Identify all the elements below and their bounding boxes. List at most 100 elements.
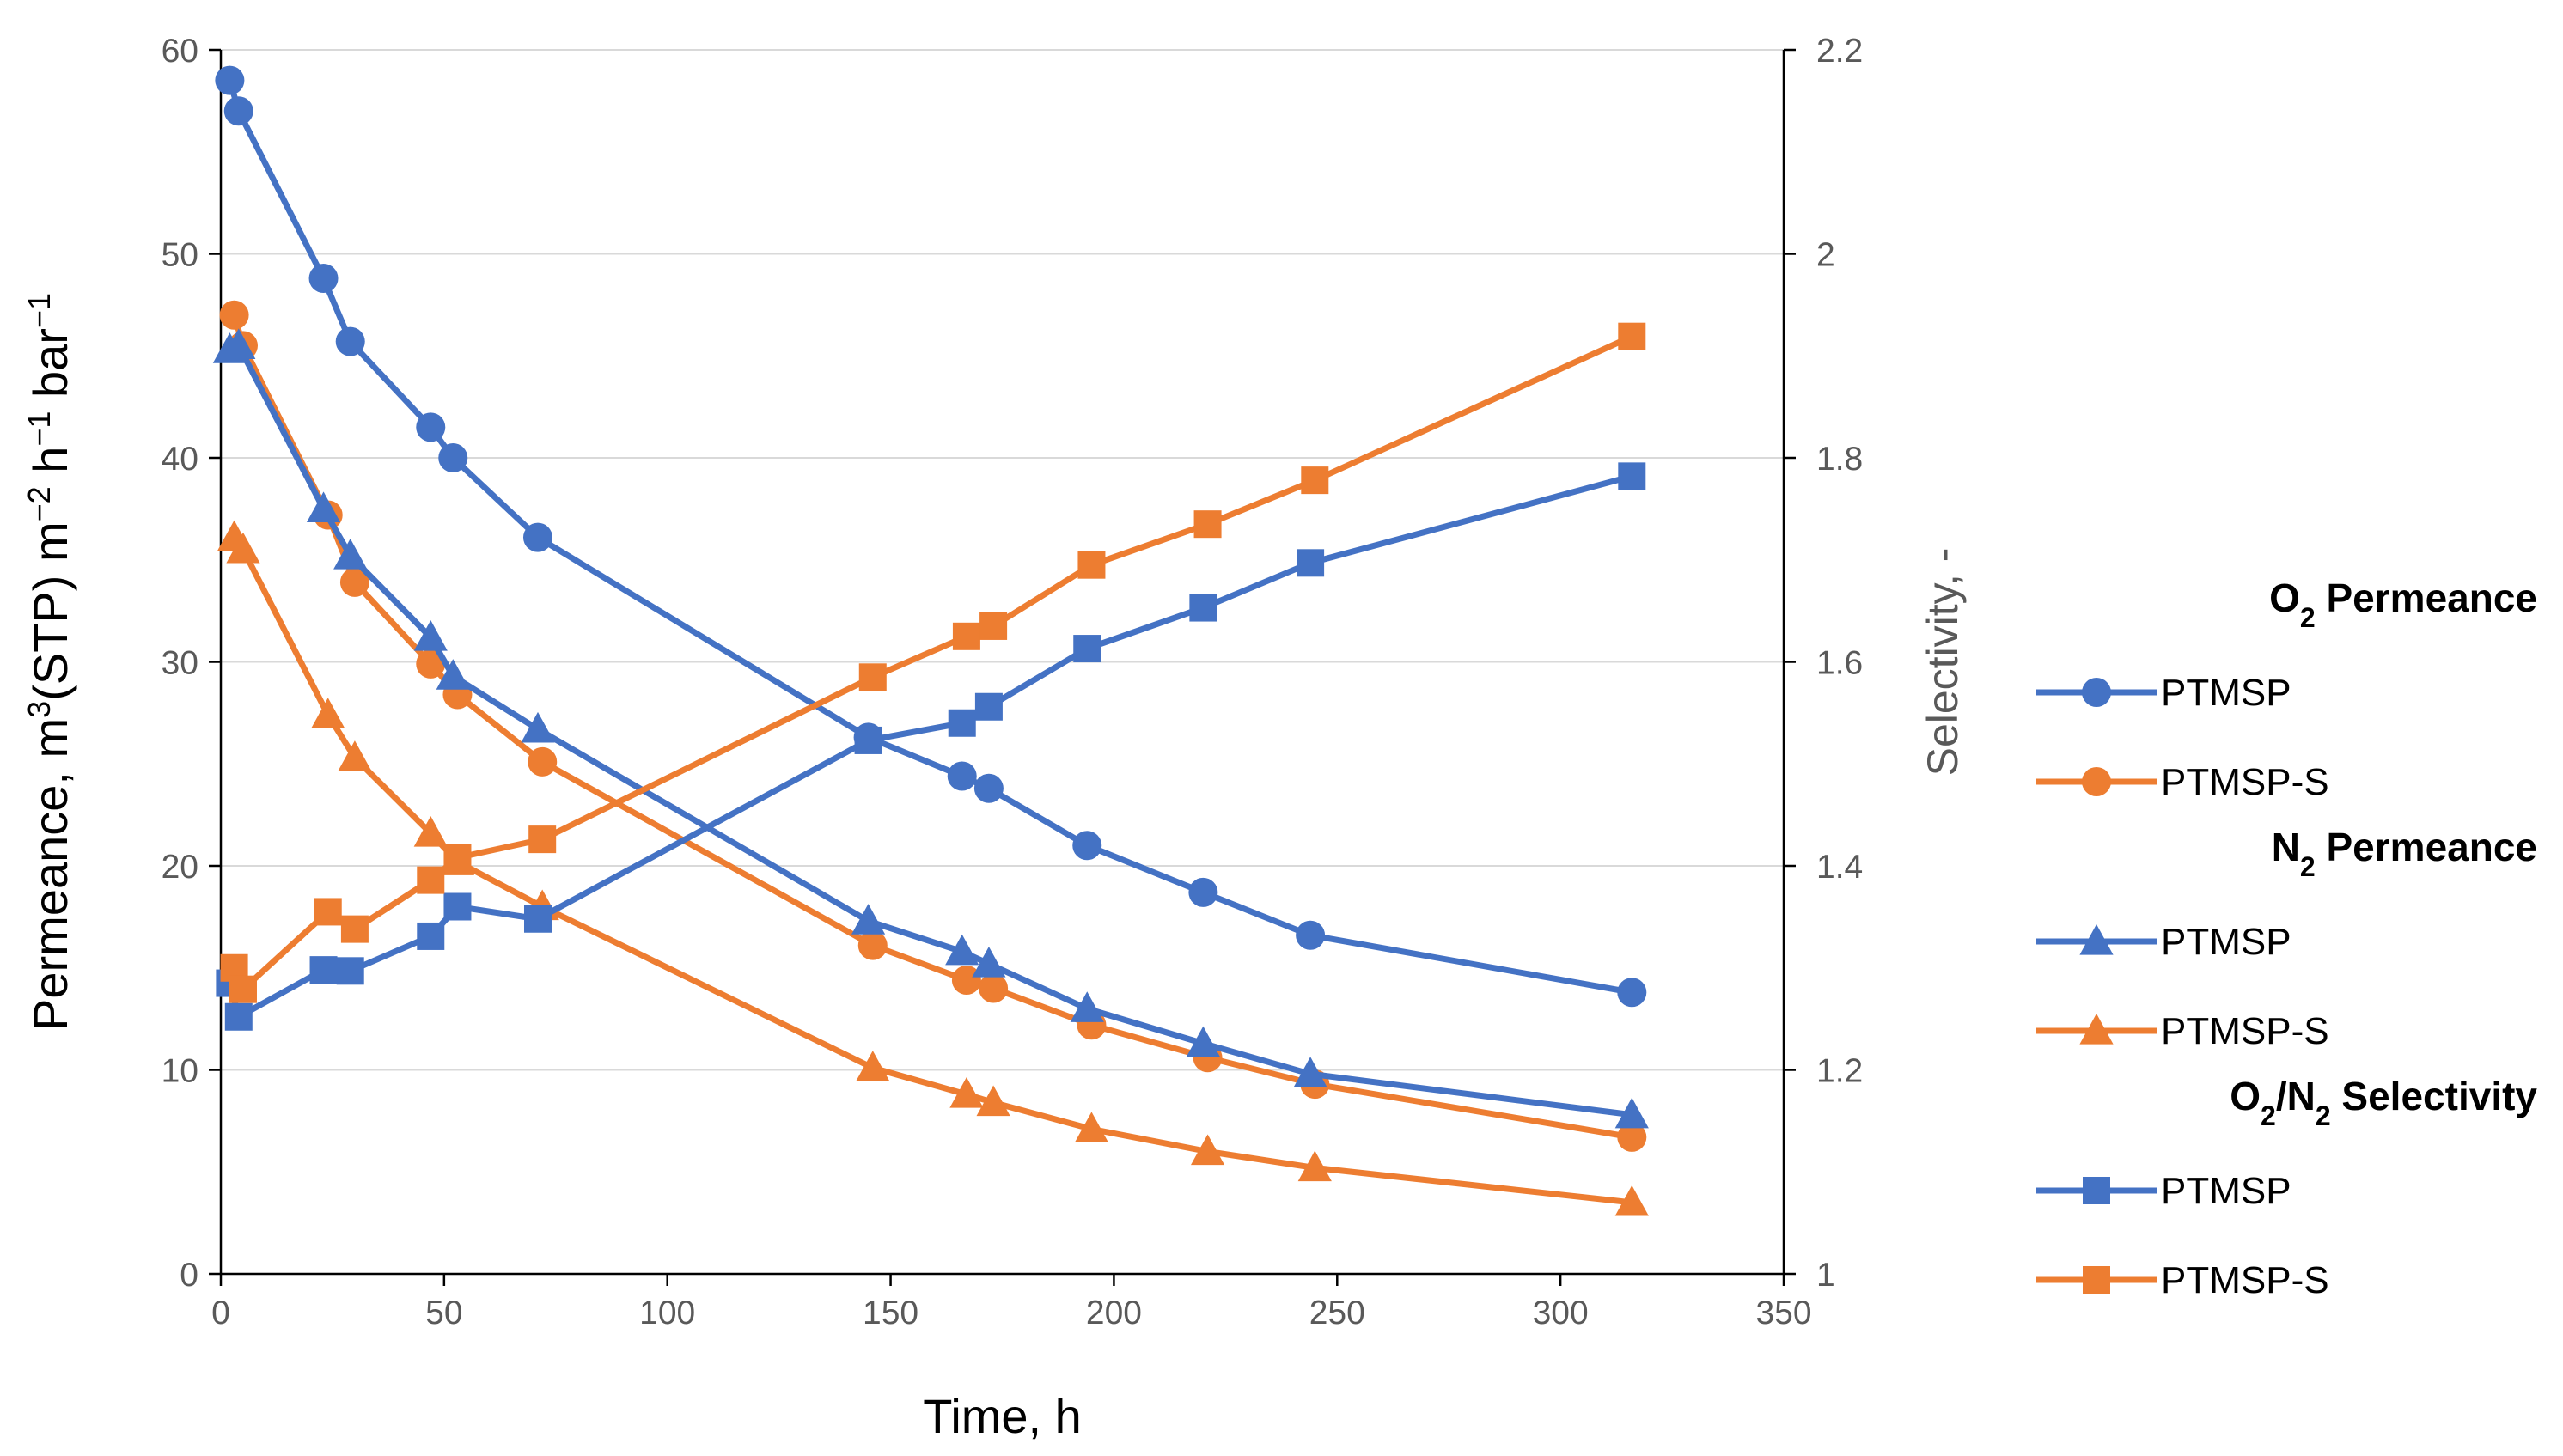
data-point-square [417,866,445,894]
data-point-triangle [222,328,256,359]
data-point-triangle [851,904,886,935]
data-point-square [443,892,472,921]
data-point-square [1189,594,1217,622]
legend-entry: PTMSP-S [2036,1010,2329,1052]
data-point-square [952,622,980,650]
data-point-square [1297,549,1325,577]
y-tick-label: 10 [162,1053,198,1090]
data-point-triangle [1293,1057,1327,1087]
data-point-square [1618,462,1646,490]
data-point-circle [416,412,446,442]
y-tick-label: 50 [162,237,198,274]
data-point-square [1073,635,1101,663]
data-point-triangle [1614,1097,1649,1129]
x-axis-title: Time, h [923,1389,1082,1443]
legend-group-title: O2 Permeance [2269,576,2537,633]
data-point-circle [979,973,1009,1003]
data-point-square [340,915,369,943]
legend-marker-square [2083,1266,2110,1294]
data-point-square [336,957,364,985]
data-point-triangle [521,711,555,743]
data-point-circle [416,649,446,679]
y2-axis-title: Selectivity, - [1919,548,1967,777]
data-point-square [948,709,976,737]
series-1-ptmsp-s [217,520,1649,1216]
series-2-ptmsp-s [220,322,1646,1003]
data-point-circle [335,326,365,356]
data-point-square [974,692,1003,721]
y2-tick-label: 1.4 [1816,849,1863,886]
y2-tick-label: 1 [1816,1257,1835,1294]
series-line [227,79,1632,996]
y2-tick-label: 1.6 [1816,645,1863,682]
data-point-triangle [1186,1026,1220,1057]
data-point-square [523,905,552,933]
legend-label: PTMSP-S [2161,761,2329,803]
y2-tick-label: 2.2 [1816,33,1863,70]
data-point-circle [1617,978,1647,1008]
data-point-triangle [945,934,979,966]
data-point-circle [223,96,253,126]
data-point-triangle [311,698,345,728]
legend-label: PTMSP-S [2161,1010,2329,1052]
x-tick-label: 0 [211,1295,230,1331]
data-point-triangle [226,532,260,564]
legend-group-title: N2 Permeance [2272,825,2537,882]
x-tick-label: 250 [1309,1295,1365,1331]
data-point-square [1301,466,1329,495]
legend-marker-square [2083,1177,2110,1204]
legend-marker-triangle [2079,1014,2114,1045]
data-point-triangle [972,947,1006,978]
data-point-circle [947,761,977,791]
data-point-circle [438,443,468,472]
y-axis-title: Permeance, m3(STP) m−2 h−1 bar−1 [21,293,78,1031]
data-point-square [1193,510,1222,539]
legend-entry: PTMSP [2036,921,2291,963]
y-tick-label: 30 [162,645,198,682]
data-point-circle [215,65,245,95]
data-point-triangle [436,659,470,690]
legend-entry: PTMSP-S [2036,1259,2329,1301]
axes [209,48,1796,1286]
data-point-square [858,663,887,691]
legend: O2 Permeance N2 Permeance O2/N2 Selectivit… [2036,576,2537,1301]
series-1-ptmsp [212,328,1649,1129]
data-point-triangle [333,539,368,570]
data-point-circle [1617,1122,1647,1152]
data-point-triangle [413,816,448,847]
data-point-square [528,825,557,854]
data-point-square [224,1002,253,1031]
data-point-square [979,612,1008,640]
x-tick-label: 100 [639,1295,695,1331]
data-point-triangle [949,1077,984,1108]
data-point-circle [219,300,249,330]
y-tick-label: 0 [180,1257,198,1294]
tick-labels: 0 50 100 150 200 250 300 350 0 10 20 30 40 50 60 1 1.2 1.… [162,33,1864,1331]
data-point-triangle [1614,1185,1649,1216]
data-point-circle [951,966,981,995]
y-tick-label: 20 [162,849,198,886]
data-point-square [854,726,882,754]
data-point-square [229,975,257,1003]
data-point-triangle [306,491,341,522]
data-point-square [417,922,445,950]
data-point-triangle [338,740,372,771]
y-tick-label: 40 [162,441,198,478]
data-point-circle [1296,920,1326,950]
data-point-square [443,844,472,872]
series-2-ptmsp [216,462,1646,1031]
legend-label: PTMSP-S [2161,1259,2329,1301]
data-point-circle [1188,877,1218,907]
data-point-circle [857,930,888,960]
legend-label: PTMSP [2161,672,2291,714]
legend-entry: PTMSP-S [2036,761,2329,803]
y-tick-label: 60 [162,33,198,70]
data-point-circle [528,746,558,777]
data-point-square [1077,551,1106,579]
legend-marker-circle [2082,767,2111,796]
y2-tick-label: 1.2 [1816,1053,1863,1090]
data-point-square [314,898,342,926]
data-point-triangle [1297,1150,1332,1182]
x-tick-label: 300 [1533,1295,1589,1331]
data-point-triangle [1074,1112,1109,1142]
